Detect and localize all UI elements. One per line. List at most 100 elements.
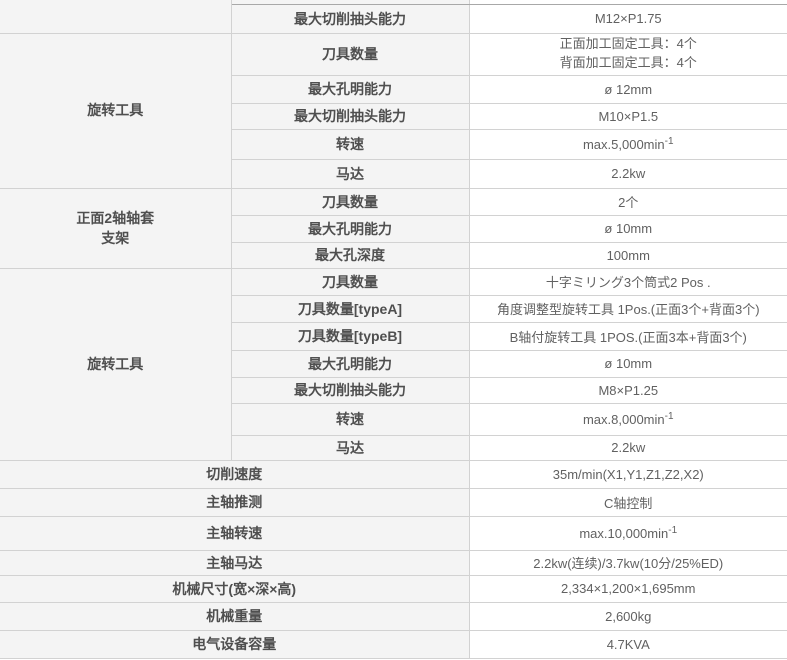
spec-label-cell: 刀具数量 [230, 187, 470, 216]
spec-label-text: 机械重量 [206, 608, 263, 624]
spec-value-text: M12×P1.75 [594, 11, 662, 26]
spec-label-text: 最大孔明能力 [308, 220, 392, 237]
spec-value-cell: 2.2kw [468, 158, 787, 189]
spec-label-cell: 最大切削抽头能力 [230, 3, 470, 34]
spec-value-cell: 2个 [468, 187, 787, 216]
spec-value-text: 4.7KVA [606, 636, 650, 652]
section-header-cell [0, 0, 232, 34]
spec-value-cell: ø 12mm [468, 74, 787, 104]
spec-value-cell: 2.2kw [468, 434, 787, 461]
table-row: 最大切削抽头能力 M10×P1.5 [0, 102, 787, 130]
spec-label-cell: 马达 [230, 434, 470, 461]
table-row: 主轴马达 2.2kw(连续)/3.7kw(10分/25%ED) [0, 549, 787, 576]
spec-value-text: 2个 [618, 195, 639, 210]
spec-value-text: ø 10mm [604, 221, 653, 236]
section-header-cell: 旋转工具 [0, 32, 232, 189]
table-row: 马达 2.2kw [0, 158, 787, 189]
spec-label-cell: 马达 [230, 158, 470, 189]
spec-label-text: 切削速度 [206, 466, 263, 482]
spec-value-text: M10×P1.5 [598, 108, 659, 124]
spec-value-cell: B轴付旋转工具 1POS.(正面3本+背面3个) [468, 321, 787, 351]
spec-label-cell: 最大孔明能力 [230, 74, 470, 104]
spec-value-cell: 2,600kg [468, 601, 787, 631]
spec-value-cell: 2.2kw(连续)/3.7kw(10分/25%ED) [468, 549, 787, 576]
spec-value-superscript: -1 [664, 410, 674, 422]
spec-label-text: 主轴推测 [206, 494, 263, 510]
spec-label-text: 刀具数量 [322, 193, 378, 210]
spec-value-text: 35m/min(X1,Y1,Z1,Z2,X2) [552, 466, 704, 482]
spec-value-text: 角度调整型旋转工具 1Pos.(正面3个+背面3个) [496, 302, 760, 317]
spec-label-cell: 转速 [230, 128, 470, 160]
spec-label-text: 最大切削抽头能力 [294, 10, 406, 27]
table-row: 旋转工具 刀具数量 正面加工固定工具：4个 背面加工固定工具：4个 [0, 32, 787, 189]
spec-value-text: 十字ミリング3个筒式2 Pos . [545, 275, 711, 290]
table-row [0, 0, 787, 34]
spec-label-cell: 最大切削抽头能力 [230, 102, 470, 130]
spec-label-text: 转速 [336, 411, 364, 427]
spec-value-cell: 35m/min(X1,Y1,Z1,Z2,X2) [468, 459, 787, 489]
table-row: 电气设备容量 4.7KVA [0, 629, 787, 659]
spec-value-text: 2.2kw [611, 440, 646, 455]
spec-value-line: 正面加工固定工具：4个 [559, 36, 697, 52]
table-row: 刀具数量[typeB] B轴付旋转工具 1POS.(正面3本+背面3个) [0, 321, 787, 351]
section-header-text: 旋转工具 [87, 102, 144, 119]
section-header-text: 旋转工具 [87, 355, 144, 372]
spec-value-text: ø 10mm [604, 356, 653, 371]
spec-value-cell: max.5,000min-1 [468, 128, 787, 160]
spec-label-cell: 主轴转速 [0, 515, 470, 551]
spec-value-cell: ø 10mm [468, 349, 787, 378]
spec-label-text: 刀具数量 [322, 46, 378, 62]
spec-value-superscript: -1 [664, 135, 674, 147]
table-row: 机械重量 2,600kg [0, 601, 787, 631]
spec-label-cell: 最大孔明能力 [230, 349, 470, 378]
table-row: 最大孔明能力 ø 12mm [0, 74, 787, 104]
table-row: 机械尺寸(宽×深×高) 2,334×1,200×1,695mm [0, 574, 787, 603]
spec-value-cell: 2,334×1,200×1,695mm [468, 574, 787, 603]
spec-value-cell: M12×P1.75 [468, 3, 787, 34]
spec-label-cell: 刀具数量 [230, 267, 470, 296]
spec-label-cell: 刀具数量[typeB] [230, 321, 470, 351]
spec-value-text: max.10,000min [579, 525, 669, 541]
table-row: 主轴转速 max.10,000min-1 [0, 515, 787, 551]
spec-label-cell: 刀具数量[typeA] [230, 294, 470, 323]
table-row: 最大切削抽头能力 M8×P1.25 [0, 376, 787, 404]
spec-label-cell: 转速 [230, 402, 470, 436]
spec-value-cell: M10×P1.5 [468, 102, 787, 130]
spec-value-text: 2,334×1,200×1,695mm [561, 581, 696, 596]
table-row: 最大孔明能力 ø 10mm [0, 349, 787, 378]
section-header-text: 支架 [101, 230, 130, 246]
table-row: 切削速度 35m/min(X1,Y1,Z1,Z2,X2) [0, 459, 787, 489]
table-row: 马达 2.2kw [0, 434, 787, 461]
spec-value-cell: M8×P1.25 [468, 376, 787, 404]
spec-label-text: 刀具数量[typeB] [297, 328, 403, 344]
spec-label-cell: 电气设备容量 [0, 629, 470, 659]
spec-value-text: 100mm [606, 247, 650, 263]
spec-label-cell: 主轴马达 [0, 549, 470, 576]
spec-value-cell: max.8,000min-1 [468, 402, 787, 436]
table-row: 刀具数量[typeA] 角度调整型旋转工具 1Pos.(正面3个+背面3个) [0, 294, 787, 323]
spec-label-text: 电气设备容量 [192, 636, 277, 652]
spec-label-text: 主轴转速 [206, 525, 263, 541]
spec-label-text: 主轴马达 [206, 554, 263, 571]
spec-label-text: 最大孔明能力 [308, 81, 392, 97]
table-row: 旋转工具 刀具数量 十字ミリング3个筒式2 Pos . [0, 267, 787, 461]
spec-value-text: C轴控制 [604, 495, 653, 511]
table-row: 主轴推测 C轴控制 [0, 487, 787, 517]
spec-label-cell: 刀具数量 [230, 32, 470, 76]
table-row: 最大孔明能力 ø 10mm [0, 214, 787, 243]
spec-label-cell: 切削速度 [0, 459, 470, 489]
spec-value-text: M8×P1.25 [598, 382, 659, 398]
spec-value-text: 2,600kg [605, 608, 652, 624]
spec-label-cell: 最大孔明能力 [230, 214, 470, 243]
spec-label-text: 最大切削抽头能力 [294, 382, 406, 398]
spec-label-text: 机械尺寸(宽×深×高) [172, 580, 297, 597]
spec-value-text: 2.2kw [611, 166, 646, 181]
spec-label-text: 马达 [336, 439, 364, 456]
spec-value-cell: ø 10mm [468, 214, 787, 243]
spec-value-cell: max.10,000min-1 [468, 515, 787, 551]
spec-label-text: 马达 [336, 165, 364, 182]
spec-value-text: B轴付旋转工具 1POS.(正面3本+背面3个) [509, 329, 747, 345]
spec-label-text: 转速 [336, 136, 364, 152]
spec-value-line: 背面加工固定工具：4个 [559, 55, 697, 70]
